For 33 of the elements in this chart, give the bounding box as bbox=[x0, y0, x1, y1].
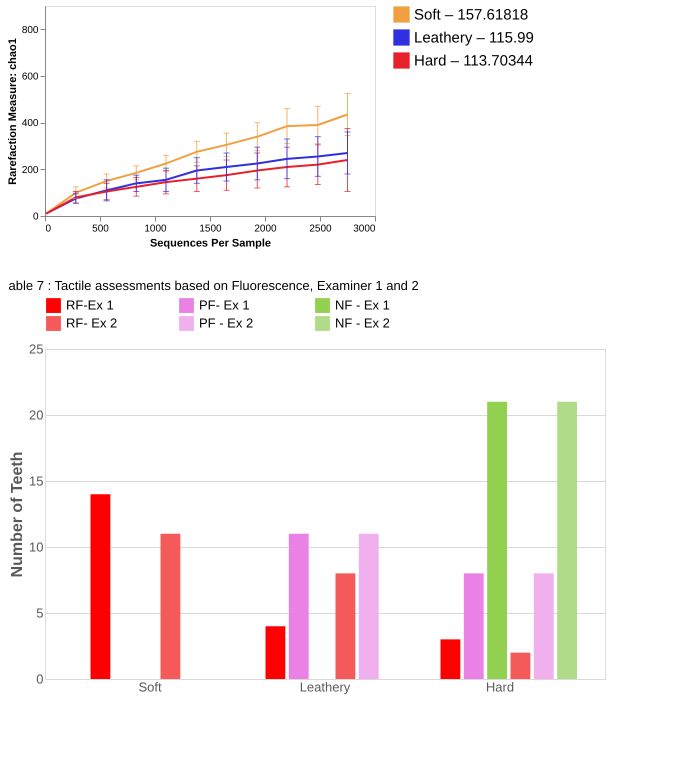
y-tick-label: 25 bbox=[29, 342, 44, 356]
y-axis-title: Number of Teeth bbox=[9, 452, 26, 578]
legend-label: NF - Ex 2 bbox=[335, 316, 390, 330]
x-tick-label: 1000 bbox=[144, 224, 168, 234]
legend-label: RF- Ex 2 bbox=[66, 316, 118, 330]
x-tick-label: 3000 bbox=[353, 224, 376, 234]
x-tick-label: Leathery bbox=[300, 680, 351, 694]
x-tick-label: 500 bbox=[92, 224, 110, 234]
y-tick-label: 200 bbox=[22, 164, 39, 176]
y-tick-label: 5 bbox=[36, 606, 44, 620]
y-tick-label: 400 bbox=[22, 118, 39, 130]
y-tick-label: 800 bbox=[22, 24, 39, 36]
x-tick-label: Hard bbox=[486, 680, 514, 694]
y-tick-label: 0 bbox=[32, 212, 39, 222]
legend-label: Soft – 157.61818 bbox=[414, 6, 528, 24]
y-tick-label: 600 bbox=[22, 72, 39, 82]
legend-label: Leathery – 115.99 bbox=[414, 30, 534, 46]
x-tick-label: 2000 bbox=[254, 224, 278, 234]
y-tick-label: 15 bbox=[29, 474, 44, 488]
x-tick-label: Soft bbox=[138, 680, 162, 694]
y-tick-label: 20 bbox=[29, 408, 44, 422]
legend-label: Hard – 113.70344 bbox=[414, 52, 533, 70]
chart-title: able 7 : Tactile assessments based on Fluorescence, Examiner 1 and 2 bbox=[8, 278, 419, 293]
legend-label: PF - Ex 2 bbox=[199, 316, 254, 330]
x-tick-label: 0 bbox=[46, 224, 52, 234]
y-axis-title: Rarefaction Measure: chao1 bbox=[6, 38, 19, 185]
x-tick-label: 1500 bbox=[199, 224, 222, 234]
legend-label: RF-Ex 1 bbox=[66, 298, 114, 313]
legend-label: NF - Ex 1 bbox=[335, 298, 390, 313]
x-tick-label: 2500 bbox=[309, 224, 332, 234]
y-tick-label: 10 bbox=[29, 540, 44, 554]
x-axis-title: Sequences Per Sample bbox=[150, 238, 272, 250]
legend-label: PF- Ex 1 bbox=[199, 298, 250, 313]
